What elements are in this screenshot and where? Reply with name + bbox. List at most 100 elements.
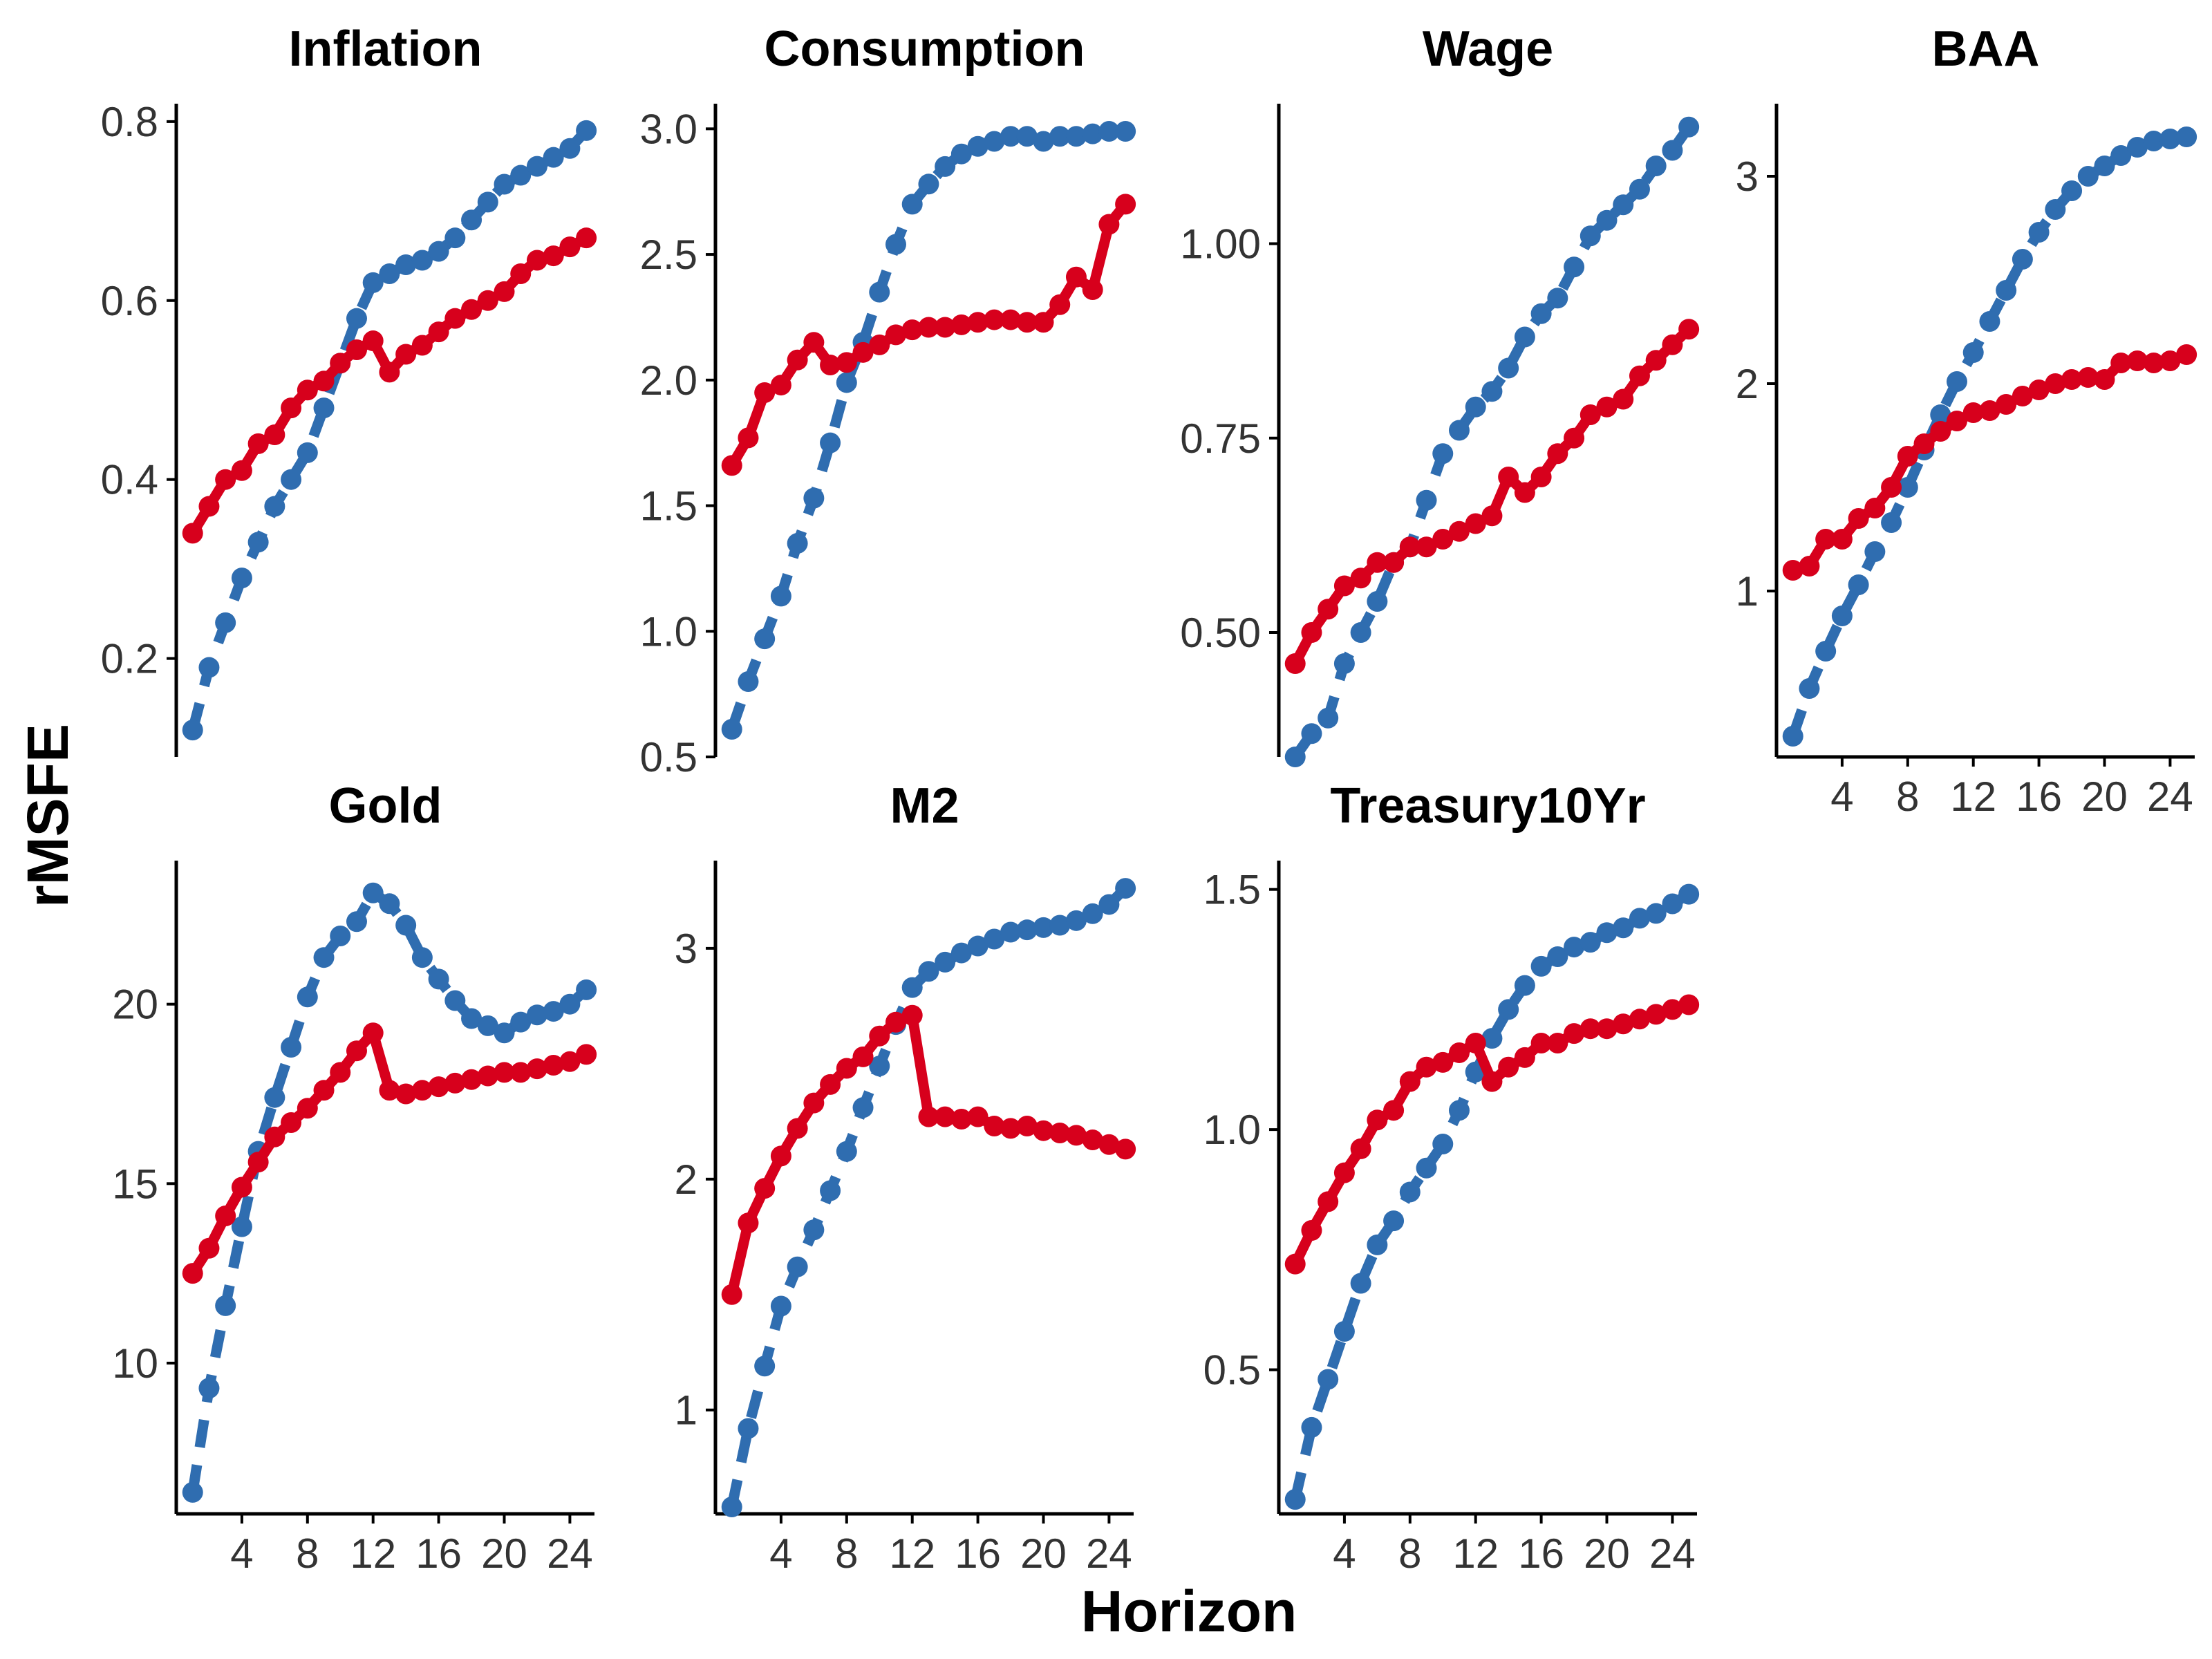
series-solid-point [935,1106,956,1127]
series-dashed-point [1301,1416,1322,1438]
series-dashed-point [1782,726,1803,747]
series-solid-point [1530,1033,1552,1054]
panel-treasury10yr: Treasury10Yr 0.5 1.0 1.5 4 8 12 16 20 24 [1203,778,1700,1577]
series-solid-point [1465,513,1486,534]
series-dashed-point [543,1001,564,1022]
series-dashed-point [1662,893,1683,915]
series-solid-point [182,1263,203,1284]
series-dashed-point [1016,919,1038,941]
series-solid-point [297,1098,318,1119]
series-solid-point [1049,1123,1071,1144]
series-solid-point [1645,1004,1667,1025]
series-dashed-point [1629,908,1650,929]
series-solid-point [1082,1130,1103,1151]
series-dashed-point [1962,342,1984,363]
series-dashed-line [727,126,1126,731]
series-dashed-point [885,234,906,255]
series-solid-point [1547,443,1568,465]
series-dashed-point [297,986,318,1008]
series-dashed-point [362,882,384,903]
series-solid-point [362,330,384,352]
series-solid-point [2077,367,2099,388]
series-solid-point [428,1076,449,1098]
series-solid-point [803,1092,825,1114]
series-dashed-point [770,1295,791,1317]
series-solid-point [1564,427,1585,449]
series-solid-point [1645,350,1667,371]
panel-title: Wage [1423,21,1553,77]
series-dashed-point [787,533,808,554]
series-dashed-point [2143,131,2164,151]
series-solid-point [215,1206,236,1227]
series-solid-point [543,245,564,267]
series-dashed-point [754,628,776,650]
series-solid-point [1962,402,1984,423]
series-solid-point [247,1152,269,1173]
series-dashed-point [984,928,1005,950]
series-solid-point [1678,319,1700,340]
series-dashed-point [950,143,972,165]
series-dashed-point [428,968,449,990]
y-tick-label: 3 [1736,153,1759,200]
series-solid-point [1996,394,2017,415]
series-dashed-point [738,1418,759,1439]
series-dashed-point [2159,129,2181,149]
series-dashed-point [576,120,597,141]
series-solid-point [1000,309,1022,330]
series-dashed-point [1000,921,1022,943]
series-dashed-point [1432,443,1454,465]
series-dashed-point [2077,166,2099,187]
series-solid-point [918,317,939,338]
series-dashed-point [1367,591,1388,612]
series-solid-point [444,1072,466,1094]
series-dashed-point [721,1496,742,1517]
series-dashed-point [1613,194,1634,216]
series-dashed-point [770,585,791,607]
series-solid-point [281,1112,302,1134]
series-solid-point [1367,552,1388,573]
series-solid-point [559,236,581,258]
series-dashed-point [1514,326,1535,348]
series-dashed-point [1350,622,1371,643]
series-solid-point [738,1212,759,1234]
y-tick-label: 20 [112,982,158,1028]
panel-title: M2 [890,778,959,834]
series-solid-point [264,1126,285,1147]
x-tick-label: 8 [296,1530,319,1577]
series-solid-point [770,1145,791,1167]
y-tick-label: 0.5 [640,734,697,780]
series-dashed-point [346,308,367,329]
series-solid-point [1448,521,1470,542]
y-tick-label: 1.0 [1203,1107,1261,1153]
series-dashed-line [187,888,590,1494]
series-dashed-point [379,263,400,284]
series-dashed-point [820,432,841,453]
series-solid-point [477,290,498,311]
series-solid-point [1815,529,1837,550]
series-dashed-point [1333,653,1355,674]
series-solid-point [1367,1109,1388,1131]
series-solid-point [2061,369,2083,390]
series-solid-point [787,1118,808,1139]
series-solid-point [494,1062,515,1083]
series-dashed-point [411,947,433,968]
series-dashed-point [2110,145,2132,166]
y-tick-label: 10 [112,1340,158,1387]
y-tick-label: 1 [675,1387,697,1434]
series-solid-point [1596,396,1618,418]
series-dashed-point [918,961,939,982]
series-solid-point [1481,505,1503,527]
series-solid-point [330,1062,351,1083]
series-dashed-point [330,926,351,947]
series-dashed-point [231,568,252,589]
series-dashed-point [1284,747,1306,767]
series-solid-point [1098,1134,1120,1155]
series-dashed-point [1930,404,1951,425]
series-solid-point [1881,477,1902,498]
panel-consumption: Consumption 0.5 1.0 1.5 2.0 2.5 3.0 [640,21,1136,780]
series-solid-point [198,496,220,517]
series-solid-point [852,1046,874,1067]
series-dashed-point [1416,1157,1437,1179]
series-solid-point [1000,1118,1022,1139]
y-tick-label: 0.4 [101,457,158,503]
